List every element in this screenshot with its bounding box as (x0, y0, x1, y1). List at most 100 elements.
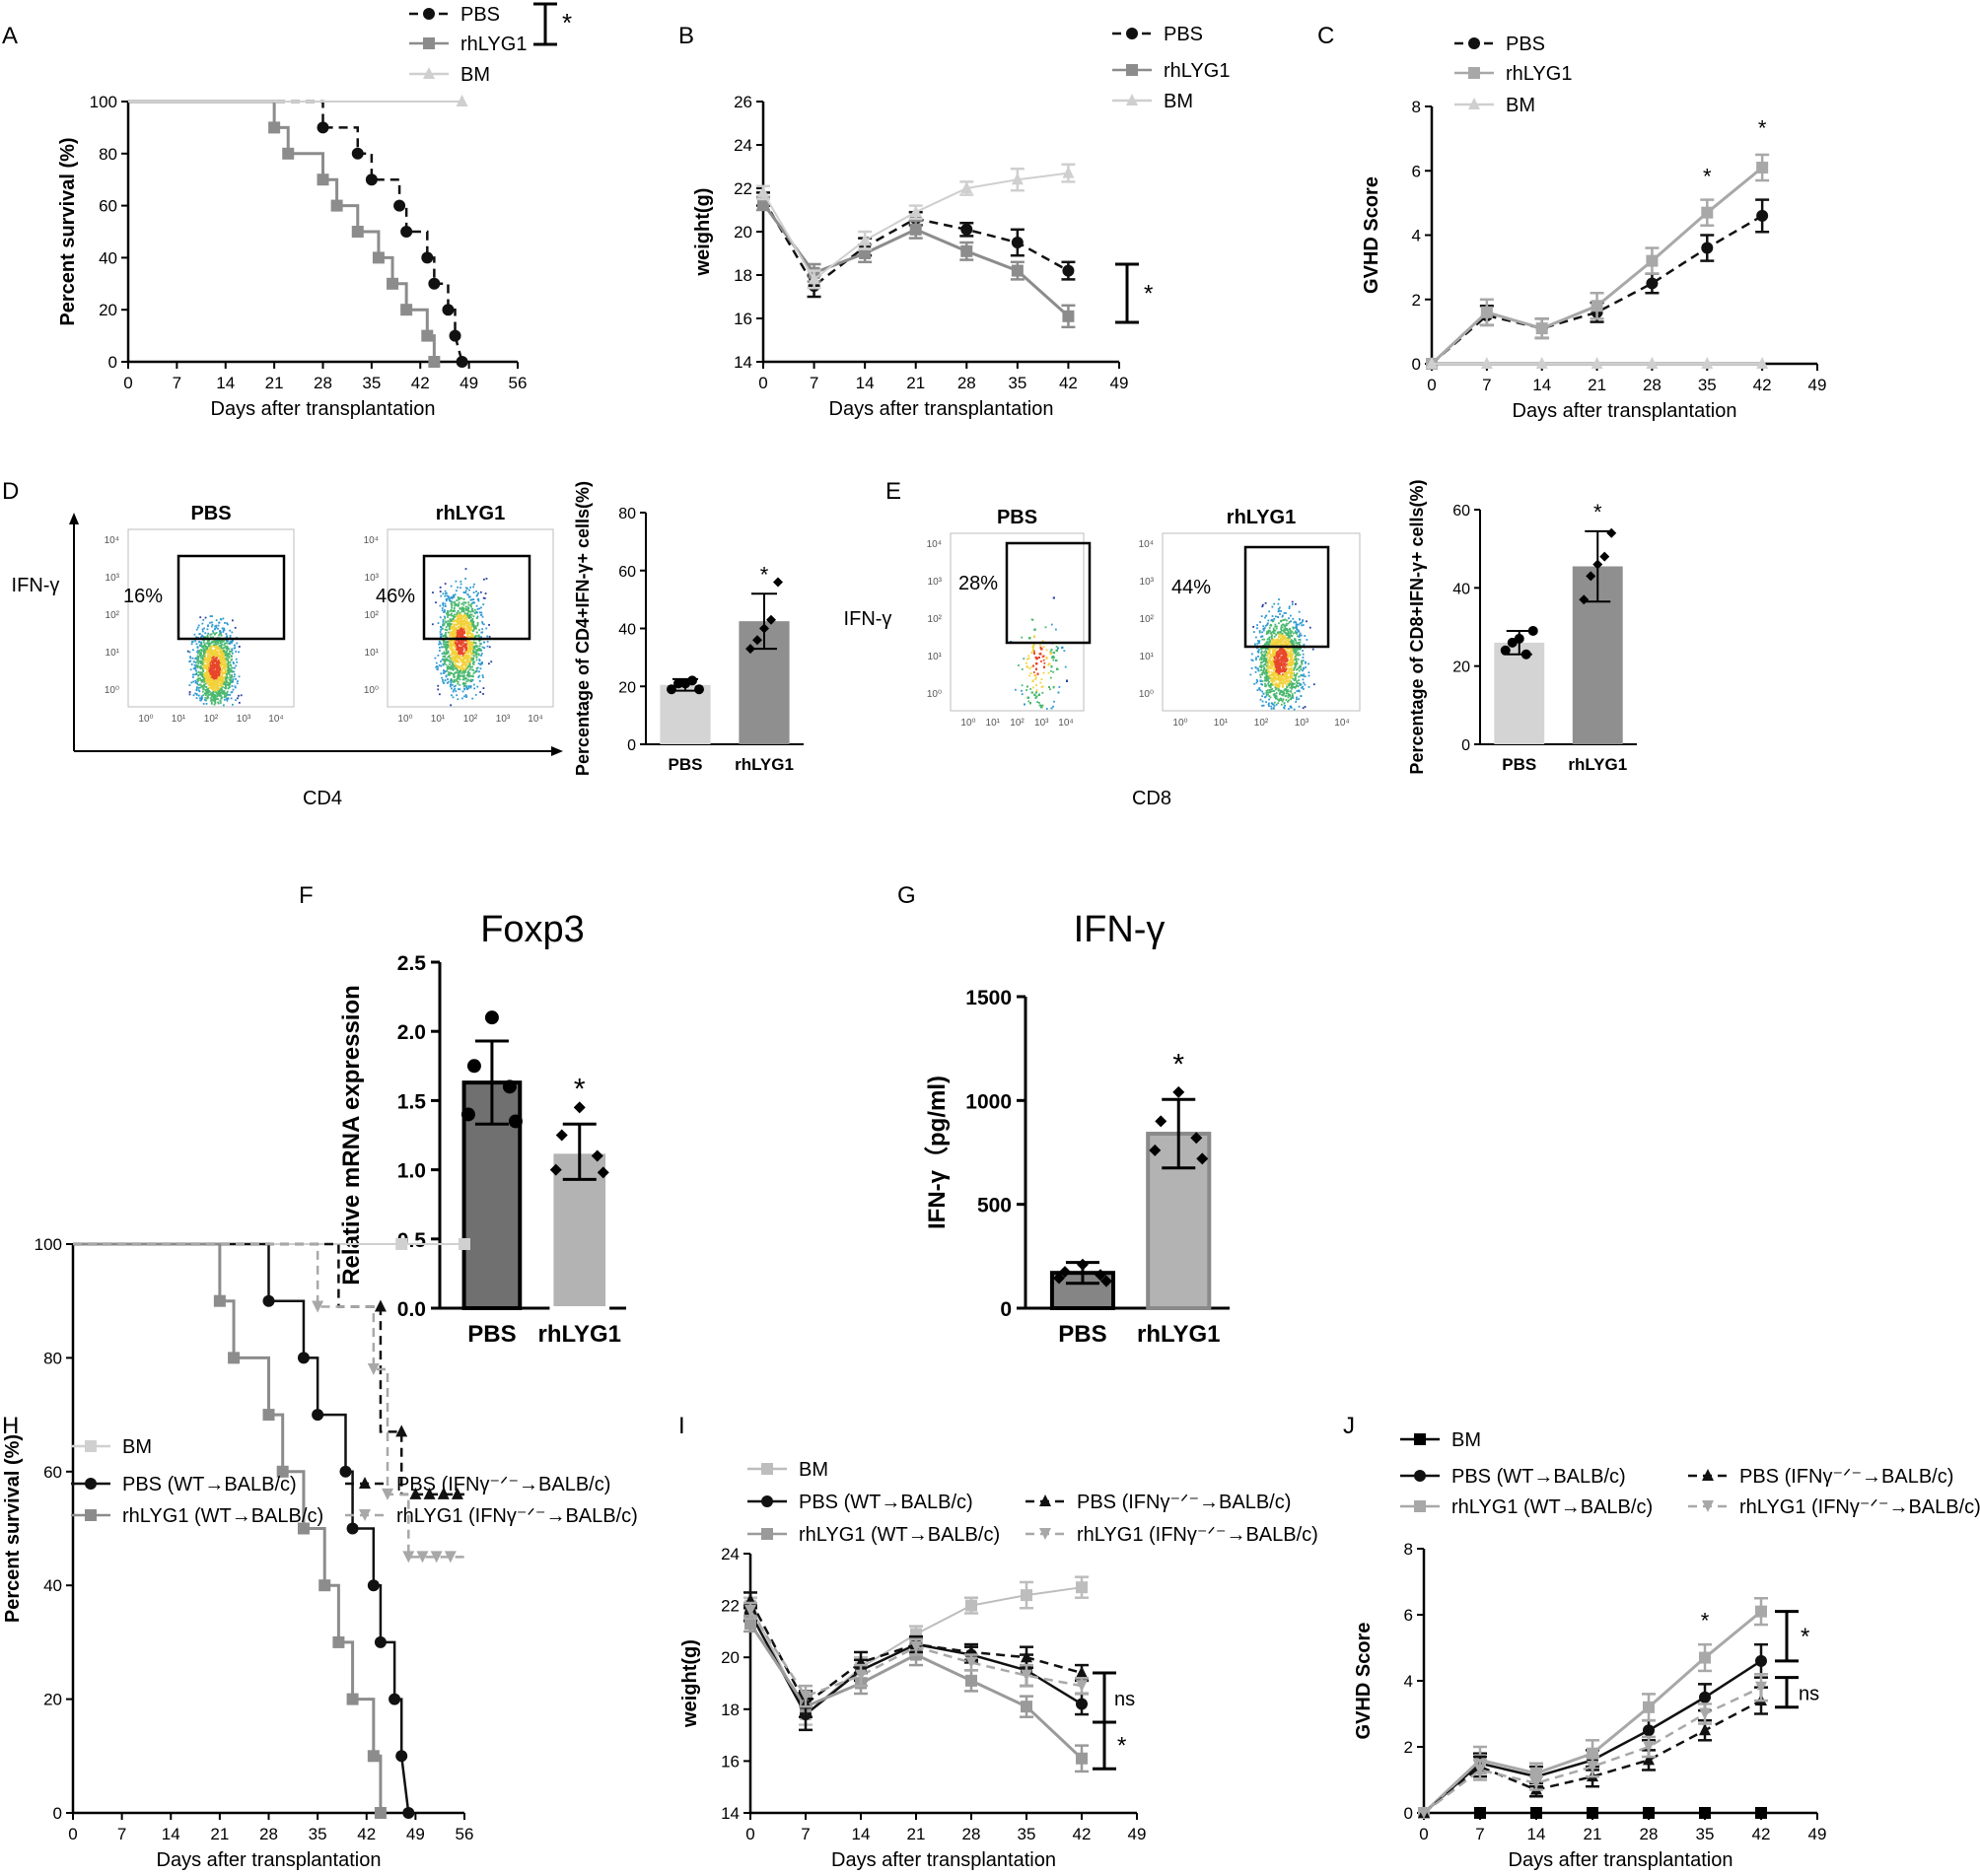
flow-dot (206, 676, 208, 679)
flow-dot (463, 682, 466, 685)
flow-dot (451, 618, 454, 620)
flow-dot (456, 629, 459, 632)
flow-dot (471, 665, 473, 668)
flow-dot (235, 699, 237, 702)
flow-dot (469, 685, 472, 687)
flow-dot (457, 669, 459, 672)
flow-dot (1284, 681, 1287, 683)
flow-dot (466, 639, 469, 642)
x-axis-title: Days after transplantation (211, 398, 436, 420)
flow-dot (468, 662, 471, 665)
flow-dot (216, 677, 219, 680)
flow-dot (451, 597, 454, 600)
flow-dot (207, 696, 210, 699)
x-tick-label: 42 (1059, 374, 1078, 392)
flow-dot (215, 657, 218, 660)
flow-dot (1027, 657, 1030, 660)
flow-dot (471, 668, 473, 671)
flow-dot (203, 674, 206, 677)
flow-dot (217, 688, 220, 690)
flow-dot (213, 653, 215, 656)
flow-dot (479, 642, 481, 645)
flow-dot (1261, 671, 1264, 674)
flow-dot (1038, 704, 1041, 707)
flow-dot (1034, 678, 1037, 680)
y-tick-label: 40 (618, 622, 636, 639)
flow-dot (201, 690, 204, 693)
flow-dot (206, 650, 209, 653)
flow-dot (211, 665, 213, 668)
flow-dot (206, 656, 209, 659)
flow-dot (226, 636, 229, 639)
flow-dot (468, 657, 471, 660)
flow-dot (238, 651, 240, 654)
flow-dot (214, 675, 217, 678)
flow-dot (217, 680, 219, 683)
flow-dot (440, 594, 443, 597)
flow-dot (201, 675, 204, 678)
flow-dot (232, 680, 234, 683)
flow-dot (454, 624, 456, 627)
flow-dot (459, 653, 461, 656)
survival-marker (456, 356, 468, 368)
flow-dot (199, 673, 202, 675)
flow-dot (238, 694, 240, 697)
flow-dot (1288, 699, 1290, 702)
flow-dot (445, 631, 447, 634)
flow-dot (217, 648, 220, 651)
flow-dot (452, 652, 455, 655)
flow-dot (454, 672, 456, 675)
flow-dot (463, 601, 466, 604)
flow-dot (204, 636, 207, 639)
flow-dot (220, 670, 223, 673)
flow-dot (231, 659, 233, 660)
flow-dot (454, 640, 457, 642)
flow-dot (204, 689, 207, 691)
flow-dot (1050, 665, 1053, 668)
flow-dot (452, 696, 455, 699)
flow-dot (455, 659, 458, 661)
flow-dot (223, 665, 225, 668)
flow-dot (431, 623, 434, 626)
flow-dot (447, 667, 450, 670)
flow-dot (478, 611, 481, 614)
flow-dot (209, 649, 212, 652)
flow-dot (465, 630, 468, 633)
survival-marker (400, 304, 413, 316)
flow-dot (442, 592, 445, 595)
flow-dot (486, 635, 489, 638)
flow-dot (216, 655, 219, 658)
flow-dot (461, 671, 464, 673)
flow-dot (206, 634, 209, 637)
flow-dot (478, 659, 481, 660)
flow-dot (229, 683, 232, 686)
flow-tick-label: 10³ (496, 714, 511, 725)
flow-dot (231, 631, 234, 634)
flow-dot (490, 660, 493, 663)
flow-dot (1039, 653, 1042, 656)
flow-dot (460, 672, 463, 675)
x-tick-label: 35 (1008, 374, 1026, 392)
flow-dot (453, 607, 456, 610)
flow-dot (450, 596, 453, 599)
flow-dot (189, 656, 191, 659)
flow-dot (210, 645, 213, 648)
flow-dot (460, 646, 463, 649)
flow-dot (1032, 671, 1035, 673)
flow-dot (467, 685, 470, 688)
flow-dot (225, 692, 228, 695)
flow-dot (215, 643, 218, 646)
y-tick-label: 0 (1412, 355, 1421, 374)
flow-dot (473, 671, 476, 673)
flow-dot (461, 667, 464, 669)
flow-dot (197, 670, 200, 673)
flow-dot (194, 640, 197, 643)
flow-dot (462, 607, 465, 610)
flow-dot (222, 652, 225, 655)
flow-dot (196, 666, 199, 669)
flow-dot (220, 668, 223, 671)
flow-dot (483, 647, 486, 650)
flow-dot (482, 687, 485, 690)
flow-dot (206, 696, 209, 699)
flow-dot (461, 645, 464, 648)
